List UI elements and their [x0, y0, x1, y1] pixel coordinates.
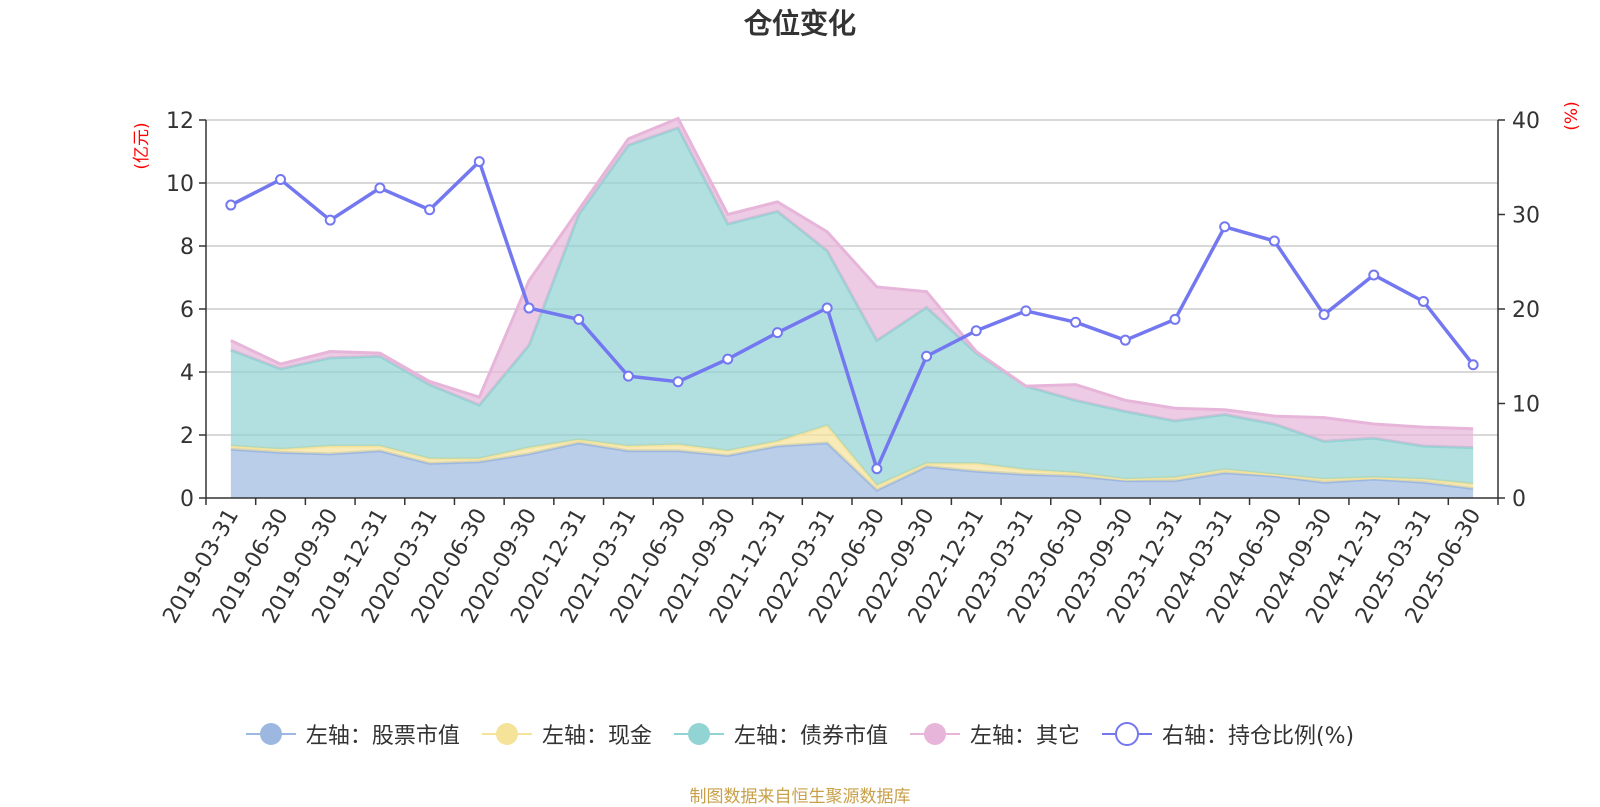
area-左轴：股票市值: [230, 442, 1474, 498]
line-point: [1467, 359, 1479, 371]
line-point: [374, 182, 386, 194]
legend-label: 左轴：其它: [969, 724, 1080, 749]
left-tick-label: 12: [166, 109, 194, 134]
area-左轴：现金: [230, 425, 1474, 491]
line-point: [722, 353, 734, 365]
line-point: [1169, 313, 1181, 325]
line-point: [1219, 221, 1231, 233]
legend-label: 左轴：债券市值: [733, 724, 888, 749]
right-tick-label: 30: [1512, 204, 1540, 229]
line-point: [1119, 334, 1131, 346]
line-point: [324, 214, 336, 226]
legend-item[interactable]: 左轴：债券市值: [673, 718, 888, 750]
area-左轴：债券市值: [230, 127, 1474, 486]
source-note: 制图数据来自恒生聚源数据库: [689, 787, 911, 807]
legend-item[interactable]: 左轴：股票市值: [245, 718, 460, 750]
chart-title: 仓位变化: [743, 7, 856, 40]
right-tick-label: 40: [1512, 109, 1540, 134]
line-point: [1268, 235, 1280, 247]
legend-label: 左轴：股票市值: [305, 724, 460, 749]
legend-item[interactable]: 右轴：持仓比例(%): [1101, 718, 1355, 750]
line-point: [424, 204, 436, 216]
line-point: [970, 325, 982, 337]
line-point: [672, 376, 684, 388]
line-point: [771, 327, 783, 339]
line-point: [473, 156, 485, 168]
line-point: [871, 463, 883, 475]
legend-area-symbol: [245, 723, 296, 745]
left-axis-unit: (亿元): [132, 122, 152, 169]
line-point: [225, 199, 237, 211]
legend-item[interactable]: 左轴：现金: [481, 718, 652, 750]
right-tick-label: 10: [1512, 393, 1540, 418]
line-point: [275, 174, 287, 186]
line-point: [1070, 316, 1082, 328]
line-point: [821, 302, 833, 314]
line-layer: [225, 156, 1479, 475]
legend-line-symbol: [1101, 722, 1152, 746]
line-point: [921, 350, 933, 362]
line-point: [1318, 309, 1330, 321]
legend-label: 右轴：持仓比例(%): [1161, 724, 1355, 749]
line-point: [1368, 269, 1380, 281]
legend: 左轴：股票市值 左轴：现金 左轴：债券市值 左轴：其它 右轴：持仓比例(%): [0, 718, 1600, 750]
line-point: [573, 313, 585, 325]
line-右轴：持仓比例(%): [230, 158, 1475, 474]
line-point: [523, 302, 535, 314]
legend-item[interactable]: 左轴：其它: [909, 718, 1080, 750]
left-tick-label: 2: [180, 424, 194, 449]
area-layer: [230, 116, 1474, 498]
right-axis-unit: (%): [1562, 101, 1582, 130]
left-tick-label: 0: [180, 487, 194, 512]
left-tick-label: 10: [166, 172, 194, 197]
right-tick-label: 20: [1512, 298, 1540, 323]
legend-label: 左轴：现金: [541, 724, 652, 749]
legend-area-symbol: [673, 723, 724, 745]
line-point: [1417, 295, 1429, 307]
right-tick-label: 0: [1512, 487, 1526, 512]
area-edge-左轴：其它: [230, 116, 1474, 431]
legend-area-symbol: [909, 723, 960, 745]
line-point: [622, 370, 634, 382]
line-point: [1020, 305, 1032, 317]
legend-area-symbol: [481, 723, 532, 745]
left-tick-label: 4: [180, 361, 194, 386]
left-tick-label: 6: [180, 298, 194, 323]
left-tick-label: 8: [180, 235, 194, 260]
area-左轴：其它: [230, 118, 1474, 448]
